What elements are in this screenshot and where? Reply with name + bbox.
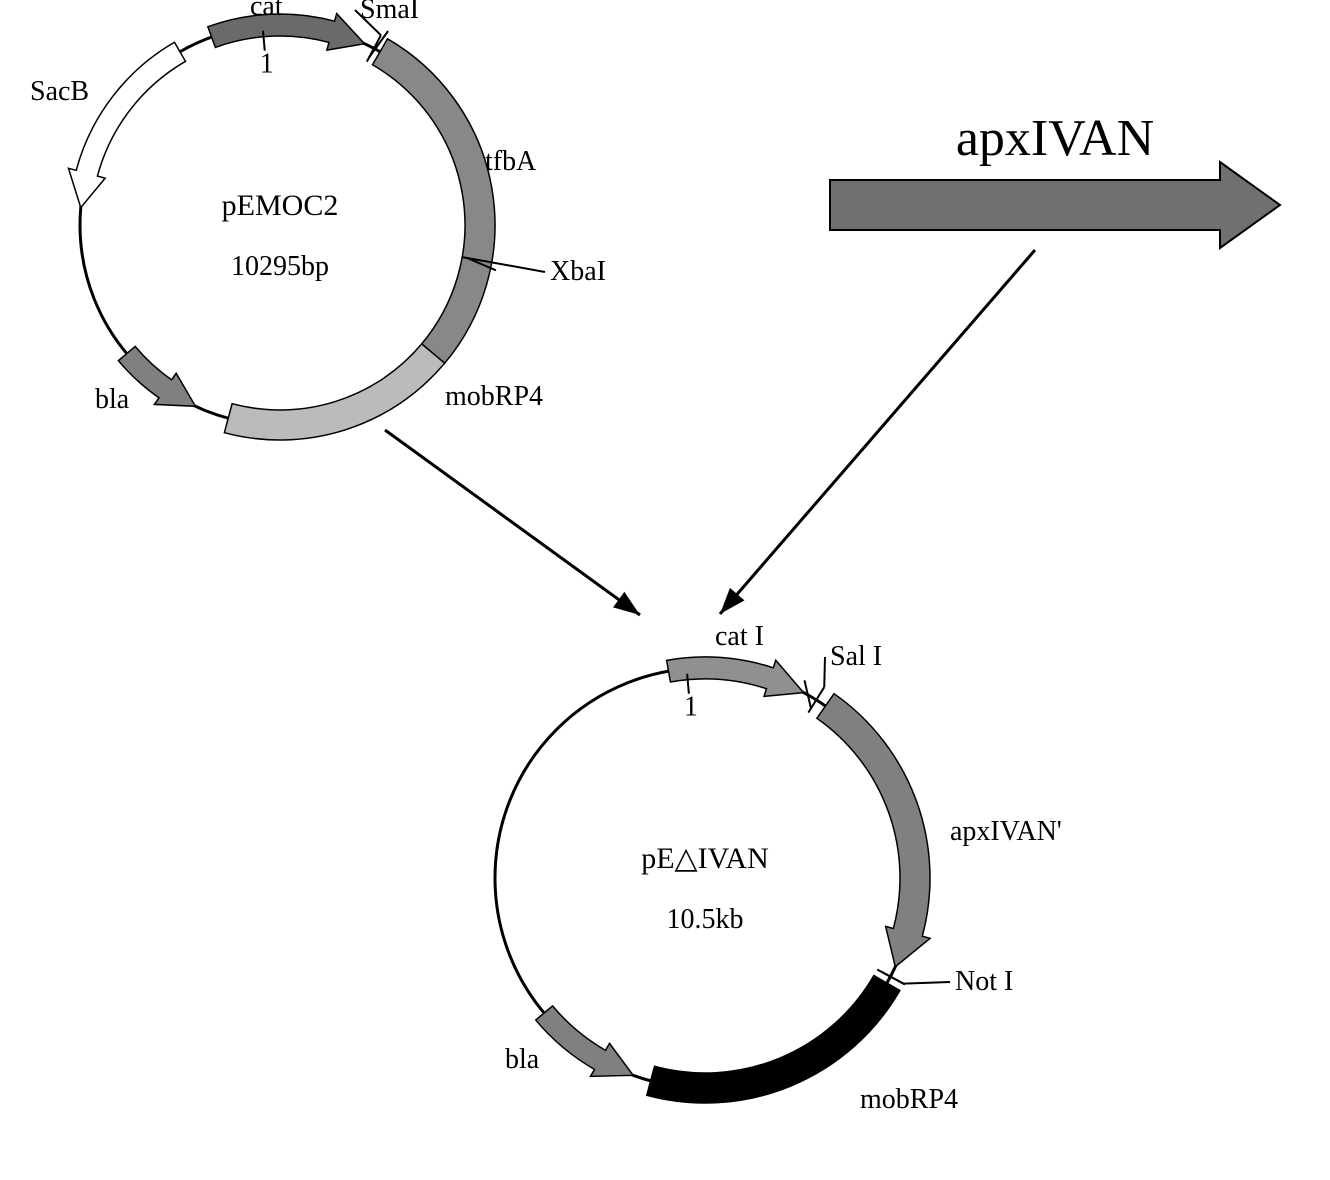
plasmid-pemoc2-gene-bla — [118, 346, 195, 406]
plasmid-pemoc2-gene-label-bla: bla — [95, 384, 130, 415]
plasmid-peivan-site-tick2-SalI — [808, 687, 824, 712]
plasmid-peivan-gene-label-bla: bla — [505, 1044, 540, 1075]
apxivan-label: apxIVAN — [956, 110, 1154, 167]
plasmid-pemoc2-site-label-XbaI: XbaI — [550, 256, 606, 287]
plasmid-peivan: cat I apxIVAN' mobRP4 bla Sal I Not I 1 pE△IVAN… — [495, 621, 1062, 1115]
apxivan-arrow — [830, 162, 1280, 248]
plasmid-peivan-size: 10.5kb — [667, 904, 744, 935]
plasmid-pemoc2-gene-label-tfbA: tfbA — [485, 146, 537, 177]
plasmid-pemoc2-name: pEMOC2 — [222, 189, 339, 222]
plasmid-peivan-gene-bla — [536, 1006, 633, 1076]
plasmid-pemoc2: cat tfbA mobRP4 bla SacB SmaI XbaI 1 pEMOC2 10295… — [30, 0, 606, 440]
plasmid-peivan-site-leader-NotI — [904, 982, 950, 984]
process-arrow-1-head — [613, 592, 640, 615]
plasmid-pemoc2-site-label-SmaI: SmaI — [360, 0, 419, 25]
process-arrow-1-line — [385, 430, 640, 615]
plasmid-peivan-gene-label-mobRP4: mobRP4 — [860, 1084, 958, 1115]
plasmid-pemoc2-site-leader-XbaI — [492, 262, 545, 272]
plasmid-peivan-origin-label: 1 — [684, 692, 698, 723]
plasmid-pemoc2-gene-tfbA — [373, 39, 496, 363]
plasmid-pemoc2-origin-label: 1 — [260, 49, 274, 80]
plasmid-peivan-gene-label-apxIVAN: apxIVAN' — [950, 816, 1062, 847]
plasmid-peivan-gene-label-catI: cat I — [715, 621, 764, 652]
plasmid-pemoc2-gene-SacB — [68, 42, 185, 207]
plasmid-pemoc2-gene-cat — [208, 13, 365, 50]
plasmid-peivan-gene-apxIVAN — [817, 694, 930, 967]
plasmid-pemoc2-gene-label-mobRP4: mobRP4 — [445, 381, 543, 412]
plasmid-peivan-site-leader-SalI — [824, 657, 825, 687]
plasmid-pemoc2-gene-label-SacB: SacB — [30, 76, 89, 107]
process-arrow-2-line — [720, 250, 1035, 614]
plasmid-pemoc2-gene-label-cat: cat — [250, 0, 283, 22]
plasmid-peivan-site-label-NotI: Not I — [955, 966, 1013, 997]
plasmid-peivan-site-label-SalI: Sal I — [830, 641, 882, 672]
plasmid-peivan-name: pE△IVAN — [641, 842, 769, 875]
plasmid-pemoc2-size: 10295bp — [231, 251, 329, 282]
plasmid-pemoc2-gene-mobRP4 — [224, 344, 444, 440]
